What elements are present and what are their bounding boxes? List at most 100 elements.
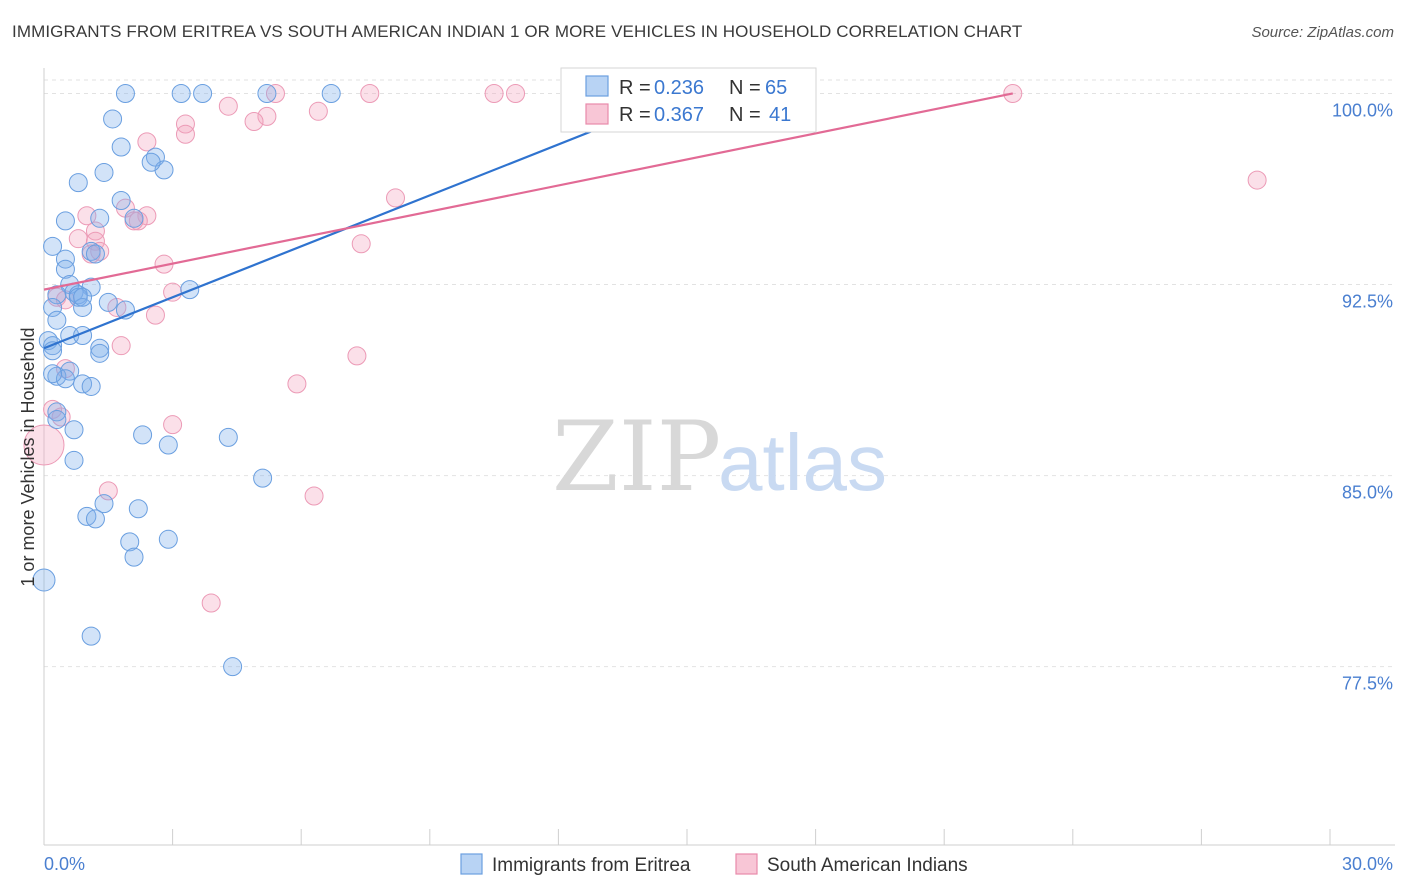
data-point-immigrants-from-eritrea: [124, 547, 144, 567]
data-point-south-american-indians: [175, 124, 195, 144]
data-point-immigrants-from-eritrea: [90, 343, 110, 363]
stats-n-value-pink: 41: [769, 104, 791, 126]
data-point-immigrants-from-eritrea: [43, 297, 63, 317]
data-point-immigrants-from-eritrea: [55, 259, 75, 279]
stats-r-label-blue: R =: [619, 77, 651, 99]
data-point-immigrants-from-eritrea: [253, 468, 273, 488]
stats-r-value-blue: 0.236: [654, 77, 704, 99]
data-point-south-american-indians: [85, 221, 105, 241]
watermark-zip: ZIP: [552, 401, 721, 513]
data-point-immigrants-from-eritrea: [218, 427, 238, 447]
data-point-immigrants-from-eritrea: [90, 208, 110, 228]
data-point-immigrants-from-eritrea: [158, 435, 178, 455]
data-point-south-american-indians: [257, 106, 277, 126]
stats-n-value-blue: 65: [765, 77, 787, 99]
data-point-immigrants-from-eritrea: [47, 410, 67, 430]
series-legend: Immigrants from Eritrea South American I…: [460, 853, 968, 876]
data-point-south-american-indians: [506, 83, 526, 103]
y-tick-label: 77.5%: [1342, 674, 1393, 694]
data-point-south-american-indians: [145, 305, 165, 325]
data-point-immigrants-from-eritrea: [321, 83, 341, 103]
data-point-immigrants-from-eritrea: [223, 657, 243, 677]
data-point-south-american-indians: [351, 234, 371, 254]
data-point-south-american-indians: [287, 374, 307, 394]
data-point-immigrants-from-eritrea: [103, 109, 123, 129]
stats-r-value-pink: 0.367: [654, 104, 704, 126]
data-point-immigrants-from-eritrea: [120, 532, 140, 552]
data-point-immigrants-from-eritrea: [47, 285, 67, 305]
data-point-immigrants-from-eritrea: [141, 152, 161, 172]
data-point-south-american-indians: [484, 83, 504, 103]
data-point-immigrants-from-eritrea: [64, 420, 84, 440]
data-point-immigrants-from-eritrea: [257, 83, 277, 103]
gridlines: [44, 79, 1395, 668]
data-point-immigrants-from-eritrea: [94, 162, 114, 182]
data-point-immigrants-from-eritrea: [158, 529, 178, 549]
data-point-immigrants-from-eritrea: [55, 249, 75, 269]
data-point-south-american-indians: [201, 593, 221, 613]
stats-legend: R = 0.236 N = 65 R = 0.367 N = 41: [560, 67, 817, 133]
data-point-south-american-indians: [1247, 170, 1267, 190]
data-point-south-american-indians: [111, 336, 131, 356]
watermark: ZIP atlas: [552, 401, 887, 513]
trendline-south-american-indians: [43, 92, 1014, 291]
stats-legend-swatch-blue: [585, 75, 609, 97]
chart-title: IMMIGRANTS FROM ERITREA VS SOUTH AMERICA…: [12, 22, 1023, 41]
axes: [43, 68, 1395, 846]
watermark-atlas: atlas: [718, 418, 887, 507]
data-point-immigrants-from-eritrea: [115, 83, 135, 103]
x-tick-labels: 0.0% 30.0%: [44, 854, 1393, 874]
data-point-immigrants-from-eritrea: [55, 369, 75, 389]
data-point-immigrants-from-eritrea: [47, 310, 67, 330]
stats-n-label-blue: N =: [729, 77, 761, 99]
data-point-immigrants-from-eritrea: [124, 208, 144, 228]
trendline-immigrants-from-eritrea: [43, 92, 688, 350]
y-tick-label: 85.0%: [1342, 483, 1393, 503]
y-tick-labels: 77.5% 85.0% 92.5% 100.0%: [1332, 100, 1393, 693]
legend-label-eritrea: Immigrants from Eritrea: [492, 855, 691, 876]
y-axis-label: 1 or more Vehicles in Household: [18, 327, 38, 586]
data-point-south-american-indians: [244, 111, 264, 131]
data-point-south-american-indians: [23, 424, 65, 466]
data-point-south-american-indians: [347, 346, 367, 366]
data-point-immigrants-from-eritrea: [47, 402, 67, 422]
data-point-immigrants-from-eritrea: [133, 425, 153, 445]
data-point-immigrants-from-eritrea: [128, 499, 148, 519]
data-point-immigrants-from-eritrea: [85, 509, 105, 529]
data-point-south-american-indians: [386, 188, 406, 208]
y-tick-label: 92.5%: [1342, 292, 1393, 312]
data-point-immigrants-from-eritrea: [68, 287, 88, 307]
trendlines: [43, 92, 1014, 350]
y-tick-label: 100.0%: [1332, 100, 1393, 120]
data-point-immigrants-from-eritrea: [43, 236, 63, 256]
data-point-south-american-indians: [218, 96, 238, 116]
data-point-south-american-indians: [308, 101, 328, 121]
series-immigrants-from-eritrea: [32, 83, 341, 677]
data-point-immigrants-from-eritrea: [81, 626, 101, 646]
data-point-immigrants-from-eritrea: [193, 83, 213, 103]
data-point-south-american-indians: [163, 282, 183, 302]
data-point-immigrants-from-eritrea: [43, 364, 63, 384]
data-point-south-american-indians: [137, 132, 157, 152]
stats-n-label-pink: N =: [729, 104, 761, 126]
data-point-immigrants-from-eritrea: [85, 244, 105, 264]
data-point-immigrants-from-eritrea: [81, 376, 101, 396]
data-point-immigrants-from-eritrea: [32, 568, 56, 592]
data-point-south-american-indians: [98, 481, 118, 501]
data-point-south-american-indians: [304, 486, 324, 506]
stats-r-label-pink: R =: [619, 104, 651, 126]
data-point-immigrants-from-eritrea: [68, 173, 88, 193]
series-south-american-indians: [23, 83, 1267, 613]
data-point-immigrants-from-eritrea: [171, 83, 191, 103]
legend-swatch-eritrea: [460, 853, 483, 875]
data-point-immigrants-from-eritrea: [90, 338, 110, 358]
data-point-immigrants-from-eritrea: [111, 137, 131, 157]
data-point-immigrants-from-eritrea: [64, 450, 84, 470]
data-point-immigrants-from-eritrea: [98, 292, 118, 312]
data-point-south-american-indians: [175, 114, 195, 134]
data-point-immigrants-from-eritrea: [94, 494, 114, 514]
data-point-immigrants-from-eritrea: [73, 287, 93, 307]
stats-legend-swatch-pink: [585, 103, 609, 125]
data-point-south-american-indians: [163, 415, 183, 435]
